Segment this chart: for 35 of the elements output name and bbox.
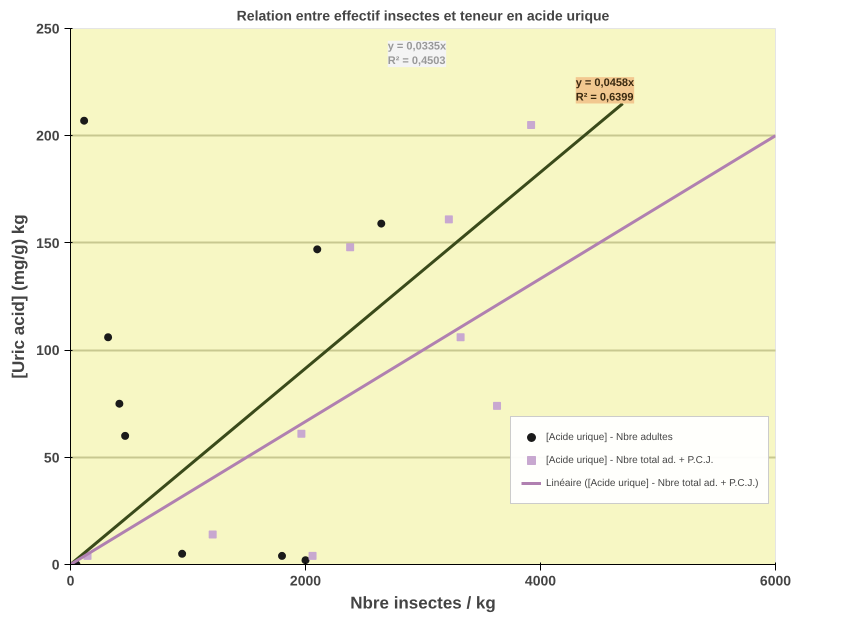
y-tick-label: 250 <box>36 20 60 36</box>
point <box>297 430 306 438</box>
point <box>80 116 88 125</box>
point <box>313 245 322 254</box>
point <box>346 243 354 252</box>
y-tick-label: 50 <box>44 449 60 466</box>
y-tick-label: 100 <box>36 342 60 358</box>
point <box>444 215 453 224</box>
point <box>121 432 130 440</box>
y-axis-title: [Uric acid] (mg/g) kg <box>9 214 28 379</box>
point <box>208 530 217 538</box>
y-tick-label: 200 <box>36 128 60 144</box>
x-tick-label: 6000 <box>760 572 792 588</box>
legend-label: Linéaire ([Acide urique] - Nbre total ad. + P.C.J.) <box>546 478 758 488</box>
y-tick-label: 150 <box>36 234 60 251</box>
point <box>377 220 386 228</box>
point <box>278 552 286 560</box>
y-tick-label: 0 <box>52 556 60 572</box>
x-tick-label: 4000 <box>524 572 556 588</box>
point <box>178 550 186 558</box>
x-tick-label: 2000 <box>290 572 322 588</box>
chart-title: Relation entre effectif insectes et teneur en acide urique <box>236 8 610 24</box>
point <box>302 556 310 564</box>
annotation: y = 0,0335x R² = 0,4503 <box>388 40 448 68</box>
legend-label: [Acide urique] - Nbre adultes <box>546 432 674 442</box>
annotation: y = 0,0458x R² = 0,6399 <box>576 77 636 104</box>
point <box>115 400 124 408</box>
x-axis-title: Nbre insectes / kg <box>350 594 496 612</box>
point <box>493 402 502 410</box>
x-tick-label: 0 <box>66 572 75 588</box>
legend-label: [Acide urique] - Nbre total ad. + P.C.J. <box>546 454 714 466</box>
point <box>527 120 536 129</box>
point <box>308 552 317 560</box>
point <box>104 333 112 342</box>
point <box>456 333 465 342</box>
